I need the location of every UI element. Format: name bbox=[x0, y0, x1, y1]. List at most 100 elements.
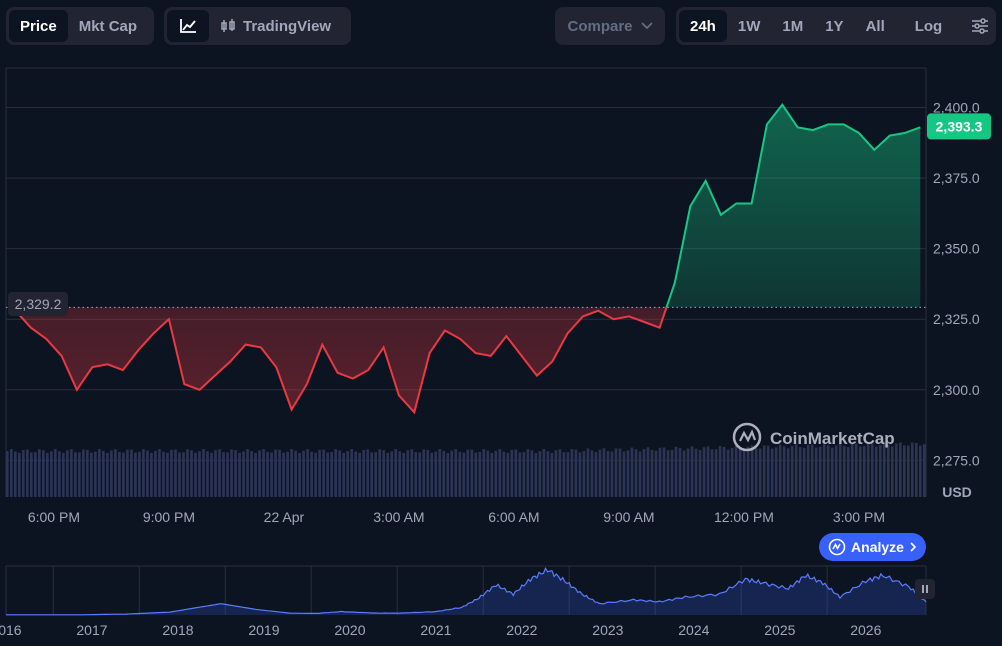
volume-bar bbox=[482, 449, 486, 497]
volume-bar bbox=[18, 452, 21, 497]
volume-bar bbox=[898, 442, 902, 497]
volume-bar bbox=[314, 452, 317, 497]
volume-bar bbox=[382, 450, 386, 497]
volume-bar bbox=[610, 451, 614, 497]
volume-bar bbox=[530, 450, 534, 497]
volume-bar bbox=[786, 448, 790, 497]
volume-bar bbox=[310, 451, 313, 497]
volume-bar bbox=[910, 442, 914, 497]
volume-bar bbox=[670, 449, 674, 497]
log-toggle[interactable]: Log bbox=[914, 17, 943, 35]
range-toggle: 24h 1W 1M 1Y All Log bbox=[676, 7, 996, 45]
volume-bar bbox=[870, 444, 874, 497]
volume-bar bbox=[398, 451, 402, 497]
volume-bar bbox=[622, 451, 626, 497]
volume-bar bbox=[350, 449, 353, 497]
volume-bar bbox=[842, 445, 846, 497]
volume-bar bbox=[778, 444, 782, 497]
y-tick-label: 2,275.0 bbox=[933, 452, 980, 468]
price-tab[interactable]: Price bbox=[9, 10, 68, 42]
range-1w[interactable]: 1W bbox=[737, 17, 761, 35]
volume-bars bbox=[6, 442, 926, 497]
volume-bar bbox=[918, 445, 922, 497]
pause-button[interactable] bbox=[915, 579, 935, 599]
pause-icon bbox=[922, 585, 928, 593]
price-line-above bbox=[665, 103, 921, 308]
mini-year-label: 2021 bbox=[420, 622, 451, 638]
analyze-button[interactable]: Analyze bbox=[819, 533, 926, 561]
volume-bar bbox=[298, 452, 301, 497]
volume-bar bbox=[506, 452, 510, 497]
x-tick-label: 12:00 PM bbox=[714, 509, 774, 525]
volume-bar bbox=[6, 451, 9, 497]
line-chart-button[interactable] bbox=[167, 10, 209, 42]
volume-bar bbox=[106, 452, 109, 497]
volume-bar bbox=[414, 452, 418, 497]
volume-bar bbox=[850, 444, 854, 497]
volume-bar bbox=[754, 448, 758, 497]
volume-bar bbox=[426, 449, 430, 497]
range-24h[interactable]: 24h bbox=[679, 10, 727, 42]
volume-bar bbox=[902, 445, 906, 497]
analyze-label: Analyze bbox=[851, 539, 904, 555]
volume-bar bbox=[258, 450, 261, 497]
volume-bar bbox=[854, 443, 858, 497]
volume-bar bbox=[218, 449, 221, 497]
volume-bar bbox=[742, 449, 746, 497]
analyze-icon bbox=[828, 538, 846, 556]
volume-bar bbox=[386, 452, 390, 497]
volume-bar bbox=[66, 450, 69, 497]
volume-bar bbox=[662, 447, 666, 497]
volume-bar bbox=[714, 449, 718, 497]
volume-bar bbox=[818, 446, 822, 497]
volume-bar bbox=[782, 446, 786, 497]
volume-bar bbox=[226, 452, 229, 497]
range-1m[interactable]: 1M bbox=[782, 17, 804, 35]
volume-bar bbox=[810, 444, 814, 497]
volume-bar bbox=[114, 449, 117, 497]
volume-bar bbox=[378, 449, 382, 497]
volume-bar bbox=[606, 451, 610, 497]
volume-bar bbox=[390, 451, 394, 497]
volume-bar bbox=[206, 451, 209, 497]
settings-button[interactable] bbox=[961, 10, 999, 42]
volume-bar bbox=[10, 449, 13, 497]
compare-dropdown[interactable]: Compare bbox=[555, 7, 665, 45]
volume-bar bbox=[182, 452, 185, 497]
volume-bar bbox=[170, 449, 173, 497]
volume-bar bbox=[542, 449, 546, 497]
volume-bar bbox=[698, 450, 702, 497]
volume-bar bbox=[374, 452, 378, 497]
volume-bar bbox=[430, 452, 434, 497]
volume-bar bbox=[26, 449, 29, 497]
volume-bar bbox=[130, 449, 133, 497]
volume-bar bbox=[362, 450, 365, 497]
volume-bar bbox=[906, 445, 910, 497]
volume-bar bbox=[550, 452, 554, 497]
volume-bar bbox=[830, 447, 834, 497]
volume-bar bbox=[470, 449, 474, 497]
volume-bar bbox=[826, 445, 830, 497]
range-all[interactable]: All bbox=[865, 17, 885, 35]
x-tick-label: 3:00 PM bbox=[833, 509, 885, 525]
volume-bar bbox=[438, 449, 442, 497]
volume-bar bbox=[342, 452, 345, 497]
x-tick-label: 22 Apr bbox=[264, 509, 305, 525]
volume-bar bbox=[194, 452, 197, 497]
mini-year-label: 2016 bbox=[0, 622, 22, 638]
volume-bar bbox=[758, 448, 762, 497]
mktcap-tab[interactable]: Mkt Cap bbox=[78, 17, 138, 35]
volume-bar bbox=[458, 451, 462, 497]
volume-bar bbox=[34, 452, 37, 497]
volume-bar bbox=[222, 452, 225, 497]
volume-bar bbox=[558, 449, 562, 497]
volume-bar bbox=[198, 451, 201, 497]
tradingview-button[interactable]: TradingView bbox=[209, 10, 342, 42]
volume-bar bbox=[650, 449, 654, 497]
volume-bar bbox=[510, 449, 514, 497]
range-1y[interactable]: 1Y bbox=[825, 17, 844, 35]
volume-bar bbox=[646, 447, 650, 497]
volume-bar bbox=[82, 449, 85, 497]
tradingview-label: TradingView bbox=[243, 17, 332, 35]
volume-bar bbox=[894, 443, 898, 497]
